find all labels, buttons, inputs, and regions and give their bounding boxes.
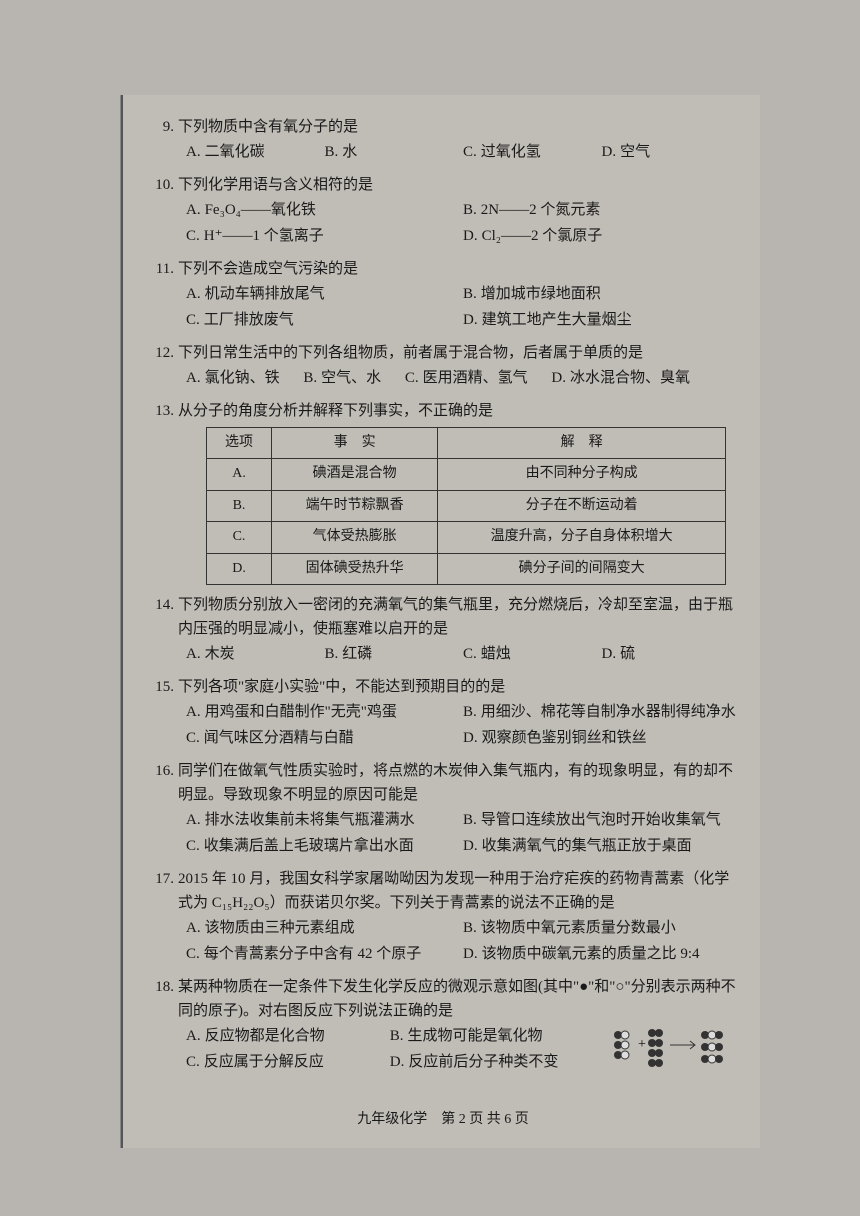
question-13: 13. 从分子的角度分析并解释下列事实，不正确的是 选项 事 实 解 释 A. … xyxy=(146,399,740,585)
th-fact: 事 实 xyxy=(272,428,438,459)
options: A.氯化钠、铁 B.空气、水 C.医用酒精、氢气 D.冰水混合物、臭氧 xyxy=(186,365,740,391)
q-num: 16. xyxy=(146,759,174,807)
option-d: D.观察颜色鉴别铜丝和铁丝 xyxy=(463,725,740,751)
option-a: A.反应物都是化合物 xyxy=(186,1023,386,1049)
option-d: D.收集满氧气的集气瓶正放于桌面 xyxy=(463,833,740,859)
option-d: D.空气 xyxy=(602,139,741,165)
q-stem: 下列日常生活中的下列各组物质，前者属于混合物，后者属于单质的是 xyxy=(178,341,740,365)
option-a: A.木炭 xyxy=(186,641,325,667)
option-b: B.水 xyxy=(325,139,464,165)
q-stem: 同学们在做氧气性质实验时，将点燃的木炭伸入集气瓶内，有的现象明显，有的却不明显。… xyxy=(178,759,740,807)
question-9: 9. 下列物质中含有氧分子的是 A.二氧化碳 B.水 C.过氧化氢 D.空气 xyxy=(146,115,740,165)
option-b: B.空气、水 xyxy=(303,365,381,391)
q-stem: 某两种物质在一定条件下发生化学反应的微观示意如图(其中"●"和"○"分别表示两种… xyxy=(178,975,740,1023)
option-c: C.反应属于分解反应 xyxy=(186,1049,386,1075)
q-num: 18. xyxy=(146,975,174,1023)
answer-table: 选项 事 实 解 释 A. 碘酒是混合物 由不同种分子构成 B. 端午时节粽飘香… xyxy=(206,427,726,585)
options: A.用鸡蛋和白醋制作"无壳"鸡蛋 B.用细沙、棉花等自制净水器制得纯净水 C.闻… xyxy=(186,699,740,751)
table-row: A. 碘酒是混合物 由不同种分子构成 xyxy=(207,459,726,490)
option-c: C.每个青蒿素分子中含有 42 个原子 xyxy=(186,941,463,967)
option-c: C.闻气味区分酒精与白醋 xyxy=(186,725,463,751)
q-stem: 从分子的角度分析并解释下列事实，不正确的是 xyxy=(178,399,740,423)
reactant-1 xyxy=(614,1031,629,1059)
option-d: D.冰水混合物、臭氧 xyxy=(551,365,690,391)
options: A.机动车辆排放尾气 B.增加城市绿地面积 C.工厂排放废气 D.建筑工地产生大… xyxy=(186,281,740,333)
exam-page: 9. 下列物质中含有氧分子的是 A.二氧化碳 B.水 C.过氧化氢 D.空气 1… xyxy=(120,95,760,1148)
option-d: D.该物质中碳氧元素的质量之比 9:4 xyxy=(463,941,740,967)
question-14: 14. 下列物质分别放入一密闭的充满氧气的集气瓶里，充分燃烧后，冷却至室温，由于… xyxy=(146,593,740,667)
question-12: 12. 下列日常生活中的下列各组物质，前者属于混合物，后者属于单质的是 A.氯化… xyxy=(146,341,740,391)
option-b: B.导管口连续放出气泡时开始收集氧气 xyxy=(463,807,740,833)
plus-icon: + xyxy=(638,1037,646,1052)
question-16: 16. 同学们在做氧气性质实验时，将点燃的木炭伸入集气瓶内，有的现象明显，有的却… xyxy=(146,759,740,859)
q-num: 9. xyxy=(146,115,174,139)
option-b: B.2N——2 个氮元素 xyxy=(463,197,740,223)
option-c: C.收集满后盖上毛玻璃片拿出水面 xyxy=(186,833,463,859)
page-footer: 九年级化学 第 2 页 共 6 页 xyxy=(146,1108,740,1128)
q-num: 12. xyxy=(146,341,174,365)
options: A.排水法收集前未将集气瓶灌满水 B.导管口连续放出气泡时开始收集氧气 C.收集… xyxy=(186,807,740,859)
option-a: A.Fe₃O₄——氧化铁 xyxy=(186,197,463,223)
question-10: 10. 下列化学用语与含义相符的是 A.Fe₃O₄——氧化铁 B.2N——2 个… xyxy=(146,173,740,249)
option-a: A.二氧化碳 xyxy=(186,139,325,165)
option-b: B.增加城市绿地面积 xyxy=(463,281,740,307)
option-c: C.H⁺——1 个氢离子 xyxy=(186,223,463,249)
option-a: A.氯化钠、铁 xyxy=(186,365,280,391)
option-a: A.机动车辆排放尾气 xyxy=(186,281,463,307)
q-stem: 下列不会造成空气污染的是 xyxy=(178,257,740,281)
option-b: B.该物质中氧元素质量分数最小 xyxy=(463,915,740,941)
question-15: 15. 下列各项"家庭小实验"中，不能达到预期目的的是 A.用鸡蛋和白醋制作"无… xyxy=(146,675,740,751)
q-num: 17. xyxy=(146,867,174,915)
options: A.木炭 B.红磷 C.蜡烛 D.硫 xyxy=(186,641,740,667)
option-d: D.反应前后分子种类不变 xyxy=(390,1049,590,1075)
option-d: D.Cl₂——2 个氯原子 xyxy=(463,223,740,249)
q-stem: 下列各项"家庭小实验"中，不能达到预期目的的是 xyxy=(178,675,740,699)
option-a: A.用鸡蛋和白醋制作"无壳"鸡蛋 xyxy=(186,699,463,725)
arrow-icon xyxy=(670,1041,695,1049)
th-option: 选项 xyxy=(207,428,272,459)
q-num: 15. xyxy=(146,675,174,699)
table-row: D. 固体碘受热升华 碘分子间的间隔变大 xyxy=(207,553,726,584)
q-stem: 下列化学用语与含义相符的是 xyxy=(178,173,740,197)
q-stem: 下列物质中含有氧分子的是 xyxy=(178,115,740,139)
option-c: C.医用酒精、氢气 xyxy=(405,365,528,391)
question-11: 11. 下列不会造成空气污染的是 A.机动车辆排放尾气 B.增加城市绿地面积 C… xyxy=(146,257,740,333)
options: A.二氧化碳 B.水 C.过氧化氢 D.空气 xyxy=(186,139,740,165)
option-b: B.用细沙、棉花等自制净水器制得纯净水 xyxy=(463,699,740,725)
subject-label: 九年级化学 xyxy=(357,1112,427,1127)
option-b: B.红磷 xyxy=(325,641,464,667)
q-stem: 2015 年 10 月，我国女科学家屠呦呦因为发现一种用于治疗疟疾的药物青蒿素（… xyxy=(178,867,740,915)
options: A.Fe₃O₄——氧化铁 B.2N——2 个氮元素 C.H⁺——1 个氢离子 D… xyxy=(186,197,740,249)
q-num: 13. xyxy=(146,399,174,423)
option-c: C.工厂排放废气 xyxy=(186,307,463,333)
q-stem: 下列物质分别放入一密闭的充满氧气的集气瓶里，充分燃烧后，冷却至室温，由于瓶内压强… xyxy=(178,593,740,641)
page-number: 第 2 页 共 6 页 xyxy=(441,1112,529,1127)
reactant-2 xyxy=(648,1029,663,1067)
option-d: D.硫 xyxy=(602,641,741,667)
table-row: C. 气体受热膨胀 温度升高，分子自身体积增大 xyxy=(207,522,726,553)
option-a: A.该物质由三种元素组成 xyxy=(186,915,463,941)
question-18: 18. 某两种物质在一定条件下发生化学反应的微观示意如图(其中"●"和"○"分别… xyxy=(146,975,740,1083)
q-num: 10. xyxy=(146,173,174,197)
question-17: 17. 2015 年 10 月，我国女科学家屠呦呦因为发现一种用于治疗疟疾的药物… xyxy=(146,867,740,967)
option-a: A.排水法收集前未将集气瓶灌满水 xyxy=(186,807,463,833)
q-num: 14. xyxy=(146,593,174,641)
th-explain: 解 释 xyxy=(438,428,726,459)
q-num: 11. xyxy=(146,257,174,281)
table-row: B. 端午时节粽飘香 分子在不断运动着 xyxy=(207,490,726,521)
option-b: B.生成物可能是氧化物 xyxy=(390,1023,590,1049)
option-c: C.蜡烛 xyxy=(463,641,602,667)
options: A.该物质由三种元素组成 B.该物质中氧元素质量分数最小 C.每个青蒿素分子中含… xyxy=(186,915,740,967)
product xyxy=(701,1031,723,1063)
option-d: D.建筑工地产生大量烟尘 xyxy=(463,307,740,333)
option-c: C.过氧化氢 xyxy=(463,139,602,165)
reaction-diagram: + xyxy=(610,1023,740,1083)
